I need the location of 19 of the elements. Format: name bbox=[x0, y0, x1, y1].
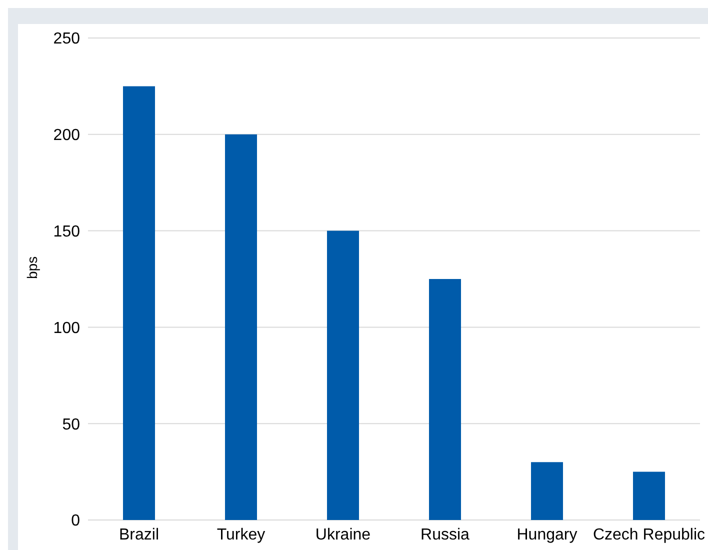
y-tick-label: 50 bbox=[62, 416, 80, 434]
bar bbox=[225, 134, 257, 520]
bar bbox=[429, 279, 461, 520]
y-tick-label: 250 bbox=[53, 30, 80, 48]
y-axis-title: bps bbox=[24, 256, 40, 279]
bar bbox=[327, 230, 359, 520]
bar bbox=[531, 462, 563, 520]
y-tick-label: 0 bbox=[71, 512, 80, 530]
x-tick-label: Ukraine bbox=[315, 526, 371, 544]
x-tick-label: Hungary bbox=[516, 526, 578, 544]
y-tick-label: 150 bbox=[53, 223, 80, 240]
x-tick-label: Czech Republic bbox=[592, 526, 706, 544]
y-tick-label: 100 bbox=[53, 320, 80, 337]
x-tick-label: Turkey bbox=[216, 526, 266, 544]
x-tick-label: Brazil bbox=[118, 526, 160, 544]
y-tick-label: 200 bbox=[53, 127, 80, 144]
bar bbox=[633, 472, 665, 520]
x-tick-label: Russia bbox=[420, 526, 470, 544]
bar bbox=[123, 86, 155, 520]
